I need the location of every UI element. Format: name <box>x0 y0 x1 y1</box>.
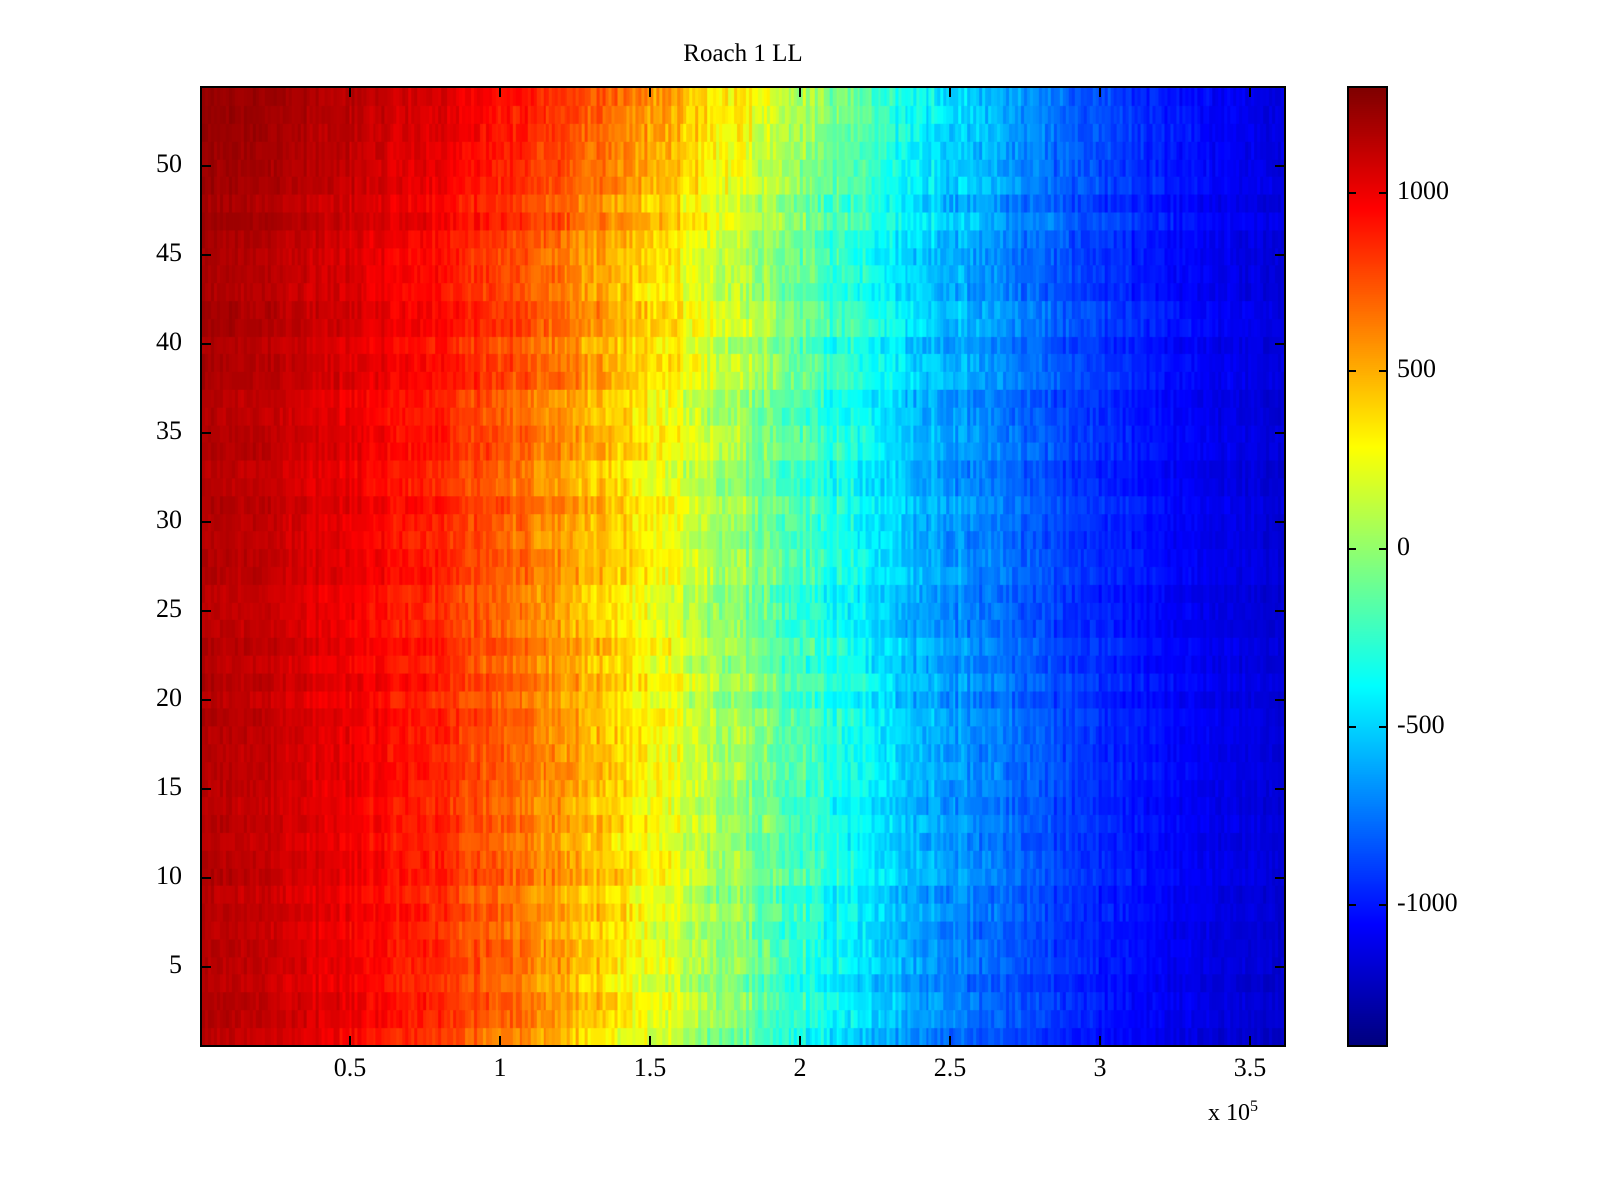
x-axis-tick-mark-top <box>1099 86 1101 97</box>
colorbar-tick-mark-right <box>1379 369 1388 372</box>
x-axis-exponent-label: x 105 <box>1208 1098 1258 1127</box>
y-axis-tick-label: 25 <box>156 593 182 623</box>
y-axis-tick-mark-right <box>1275 254 1286 257</box>
y-axis-tick-label: 35 <box>156 416 182 446</box>
y-axis-tick-mark <box>200 254 211 257</box>
x-axis-tick-label: 2 <box>793 1053 807 1082</box>
x-axis-tick-mark-top <box>649 86 651 97</box>
y-axis-tick-mark <box>200 698 211 701</box>
x-axis-tick-mark-top <box>949 86 951 97</box>
x-axis-tick-label: 3.5 <box>1233 1053 1267 1082</box>
y-axis-tick-mark <box>200 609 211 612</box>
x-axis-tick-mark <box>1099 1036 1101 1047</box>
colorbar-tick-label: 500 <box>1397 353 1436 383</box>
x-axis-tick-label: 3 <box>1093 1053 1107 1082</box>
colorbar-gradient <box>1349 88 1386 1045</box>
y-axis-tick-mark-right <box>1275 432 1286 435</box>
colorbar[interactable] <box>1347 86 1388 1047</box>
y-axis-tick-mark-right <box>1275 343 1286 346</box>
y-axis-tick-mark <box>200 343 211 346</box>
x-axis-tick-mark <box>349 1036 351 1047</box>
page-title: Roach 1 LL <box>683 40 803 67</box>
y-axis-tick-label: 45 <box>156 238 182 268</box>
x-axis-exponent-power: 5 <box>1250 1098 1258 1115</box>
colorbar-tick-label: 0 <box>1397 531 1410 561</box>
colorbar-tick-mark-right <box>1379 191 1388 194</box>
x-axis-tick-mark-top <box>799 86 801 97</box>
y-axis-tick-label: 50 <box>156 149 182 179</box>
colorbar-tick-mark-right <box>1379 903 1388 906</box>
y-axis-tick-label: 15 <box>156 771 182 801</box>
y-axis-tick-mark <box>200 521 211 523</box>
y-axis-tick-mark-right <box>1275 965 1286 968</box>
x-axis-tick-label: 1.5 <box>633 1053 667 1082</box>
colorbar-tick-mark <box>1347 191 1356 194</box>
y-axis-tick-mark <box>200 876 211 879</box>
y-axis-tick-label: 5 <box>169 949 182 979</box>
x-axis-tick-label: 1 <box>493 1053 507 1082</box>
x-axis-tick-mark <box>649 1036 651 1047</box>
x-axis-tick-label: 0.5 <box>333 1053 367 1082</box>
colorbar-tick-label: -500 <box>1397 709 1445 739</box>
y-axis-tick-label: 20 <box>156 682 182 712</box>
colorbar-tick-mark-right <box>1379 547 1388 550</box>
y-axis-tick-mark-right <box>1275 787 1286 790</box>
y-axis-tick-mark-right <box>1275 609 1286 612</box>
y-axis-tick-mark-right <box>1275 521 1286 523</box>
y-axis-tick-label: 40 <box>156 327 182 357</box>
colorbar-tick-mark <box>1347 903 1356 906</box>
y-axis-tick-mark-right <box>1275 698 1286 701</box>
heatmap-image <box>202 88 1284 1045</box>
y-axis-tick-mark-right <box>1275 165 1286 168</box>
colorbar-tick-label: -1000 <box>1397 887 1458 917</box>
heatmap-axes[interactable] <box>200 86 1286 1047</box>
x-axis-tick-mark-top <box>499 86 501 97</box>
y-axis-tick-mark-right <box>1275 876 1286 879</box>
x-axis-tick-label: 2.5 <box>933 1053 967 1082</box>
y-axis-tick-mark <box>200 432 211 435</box>
colorbar-tick-mark <box>1347 725 1356 728</box>
x-axis-tick-mark-top <box>349 86 351 97</box>
y-axis-tick-label: 30 <box>156 505 182 534</box>
colorbar-tick-mark-right <box>1379 725 1388 728</box>
x-axis-tick-mark <box>949 1036 951 1047</box>
y-axis-tick-mark <box>200 165 211 168</box>
colorbar-tick-mark <box>1347 369 1356 372</box>
y-axis-tick-label: 10 <box>156 860 182 890</box>
y-axis-tick-mark <box>200 965 211 968</box>
x-axis-tick-mark <box>1249 1036 1251 1047</box>
colorbar-tick-mark <box>1347 547 1356 550</box>
x-axis-exponent-mantissa: x 10 <box>1208 1100 1250 1126</box>
colorbar-tick-label: 1000 <box>1397 175 1449 205</box>
y-axis-tick-mark <box>200 787 211 790</box>
x-axis-tick-mark-top <box>1249 86 1251 97</box>
x-axis-tick-mark <box>499 1036 501 1047</box>
x-axis-tick-mark <box>799 1036 801 1047</box>
